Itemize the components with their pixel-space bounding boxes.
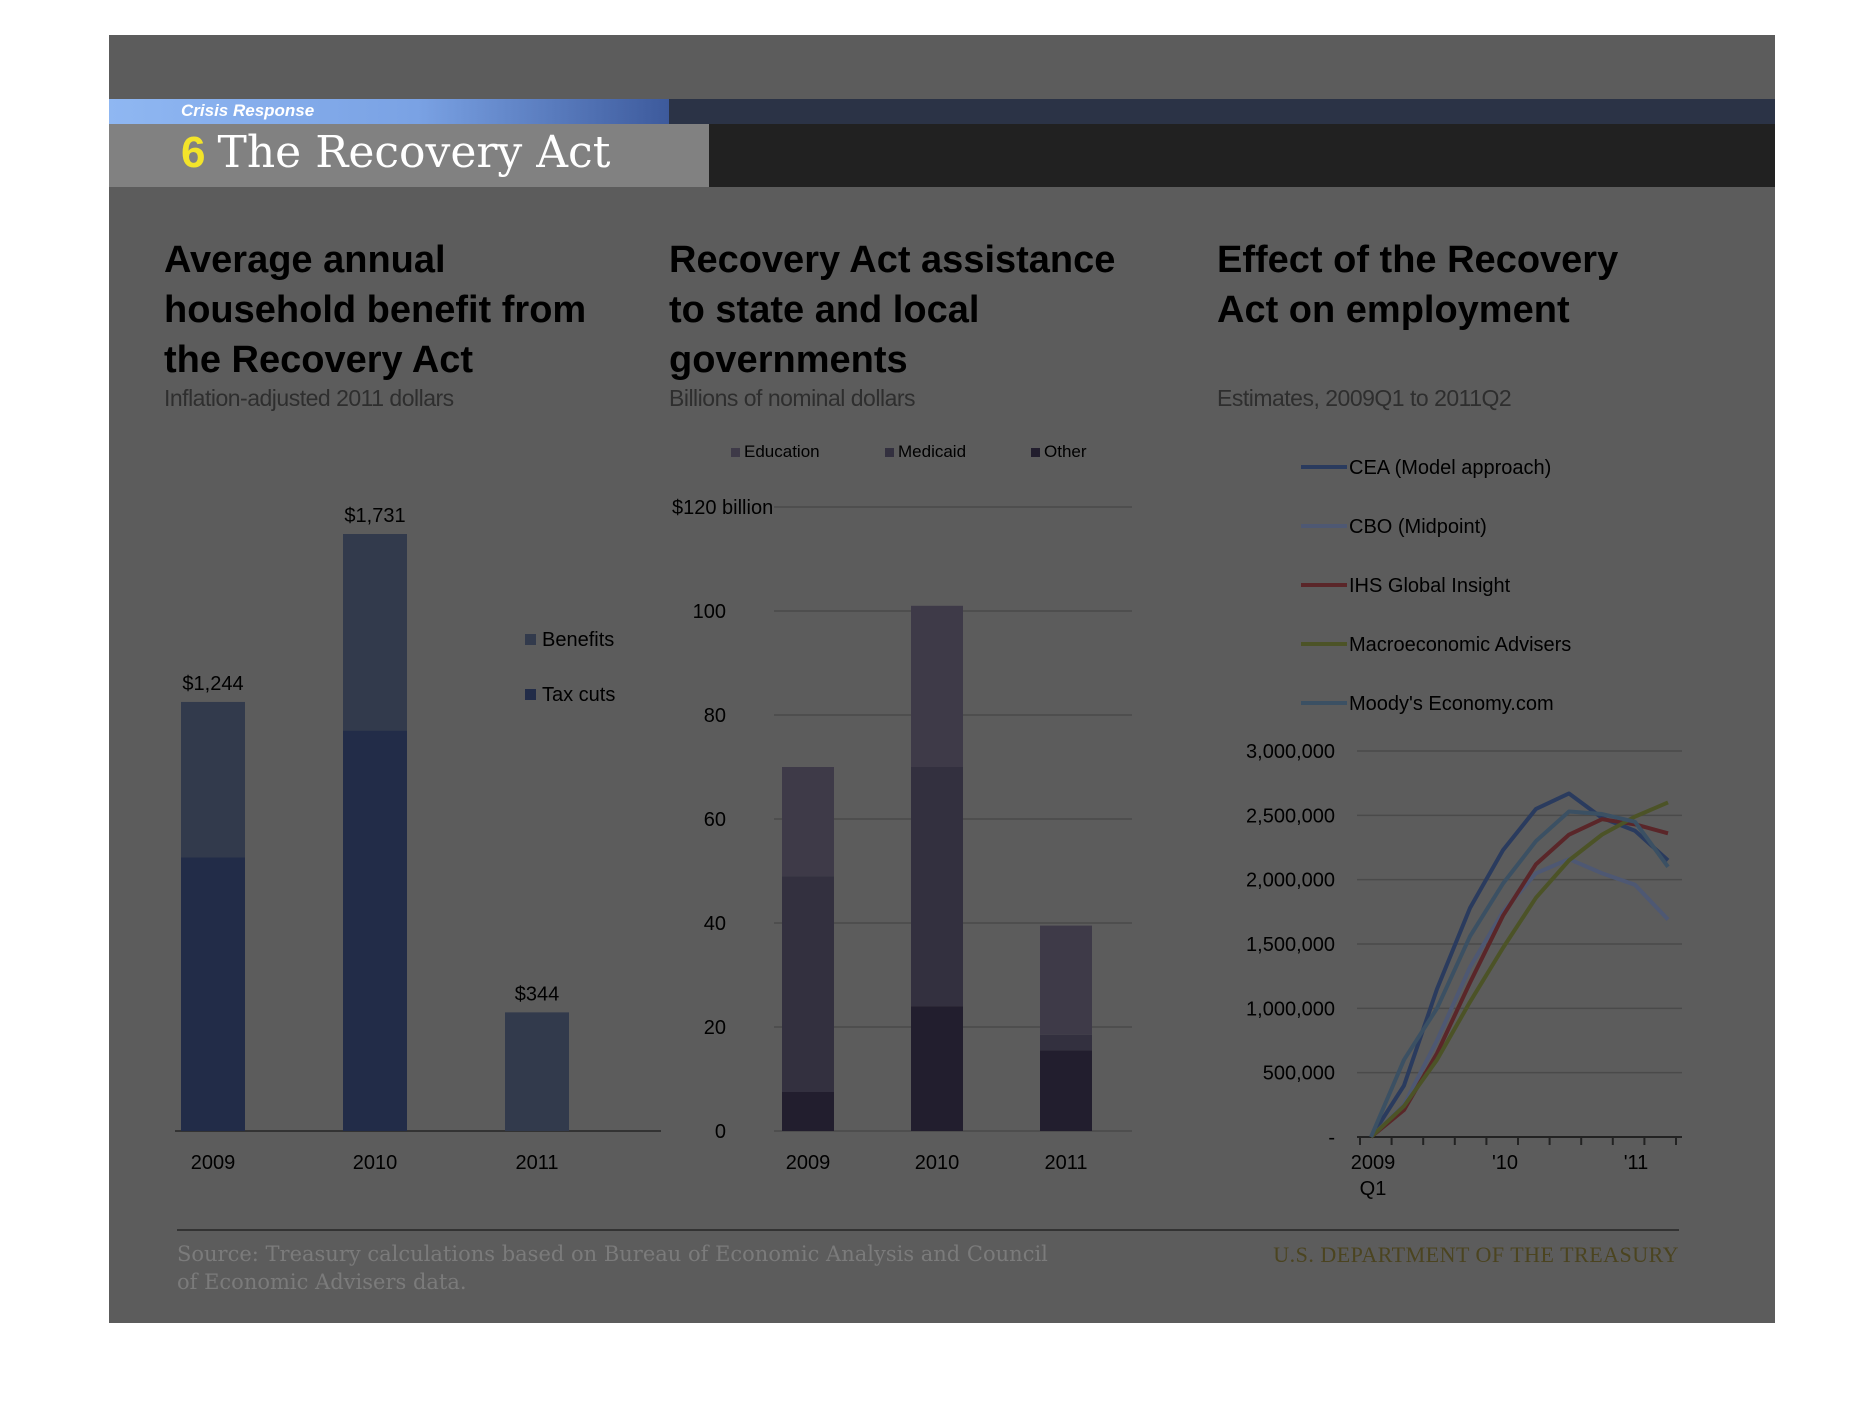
- chart2-legend-label: Other: [1044, 442, 1087, 461]
- middle-chart-title: Recovery Act assistance to state and loc…: [669, 239, 1116, 381]
- chart2-legend-swatch: [1031, 448, 1040, 457]
- chart3-y-tick-label: -: [1328, 1127, 1335, 1149]
- slide: Crisis Response 6 The Recovery Act Averag…: [109, 35, 1775, 1323]
- chart2-x-tick-label: 2011: [1044, 1152, 1087, 1174]
- chart2-x-tick-label: 2009: [786, 1152, 831, 1174]
- right-chart-title: Effect of the Recovery Act on employment: [1217, 239, 1619, 331]
- chart2-bar-education: [911, 605, 963, 767]
- chart3-legend-label: CEA (Model approach): [1349, 457, 1551, 479]
- title-bar-highlight: [109, 124, 709, 187]
- left-chart-subtitle: Inflation-adjusted 2011 dollars: [164, 385, 454, 411]
- chart1-x-tick-label: 2010: [353, 1152, 398, 1174]
- chart3-x-tick-label: Q1: [1360, 1178, 1387, 1200]
- middle-chart-subtitle: Billions of nominal dollars: [669, 385, 916, 411]
- chart2-y-tick-label: 20: [704, 1017, 726, 1039]
- chart2-legend-swatch: [885, 448, 894, 457]
- chart1-bar-tax-cuts: [343, 730, 407, 1131]
- chart3-line-moodys: [1369, 809, 1670, 1138]
- chart1-x-tick-label: 2009: [191, 1152, 236, 1174]
- chart2-bar-education: [1040, 925, 1092, 1035]
- chart1-legend-swatch: [525, 689, 536, 700]
- right-chart-subtitle: Estimates, 2009Q1 to 2011Q2: [1217, 385, 1512, 411]
- chart1-bar-benefits: [343, 534, 407, 731]
- slide-title-text: The Recovery Act: [217, 127, 611, 178]
- chart3-y-tick-label: 1,000,000: [1246, 998, 1335, 1020]
- slide-number: 6: [181, 128, 206, 177]
- chart1-total-label: $344: [515, 983, 560, 1005]
- chart1-legend-label: Benefits: [542, 629, 614, 651]
- chart1-x-tick-label: 2011: [515, 1152, 558, 1174]
- chart3-legend-label: Moody's Economy.com: [1349, 693, 1554, 715]
- chart2-x-tick-label: 2010: [915, 1152, 960, 1174]
- chart2-bar-other: [911, 1006, 963, 1131]
- chart1-total-label: $1,244: [182, 673, 243, 695]
- chart1-legend-label: Tax cuts: [542, 684, 615, 706]
- chart3-y-tick-label: 2,000,000: [1246, 870, 1335, 892]
- chart1-legend-swatch: [525, 634, 536, 645]
- chart3-x-tick-label: 2009: [1351, 1152, 1396, 1174]
- chart3-legend-label: CBO (Midpoint): [1349, 516, 1487, 538]
- chart2-bar-medicaid: [911, 767, 963, 1007]
- chart3-y-tick-label: 500,000: [1263, 1063, 1335, 1085]
- chart1-bar-benefits: [181, 701, 245, 858]
- left-chart-title: Average annual household benefit from th…: [164, 239, 587, 381]
- chart2-y-tick-label: 80: [704, 705, 726, 727]
- chart2-legend-swatch: [731, 448, 740, 457]
- source-note: Source: Treasury calculations based on B…: [177, 1242, 1048, 1294]
- chart3-legend-label: Macroeconomic Advisers: [1349, 634, 1571, 656]
- chart2-y-tick-label: 40: [704, 913, 726, 935]
- chart3-y-tick-label: 3,000,000: [1246, 741, 1335, 763]
- chart1-total-label: $1,731: [344, 505, 405, 527]
- footer-divider: [177, 1229, 1679, 1231]
- chart2-bar-other: [782, 1092, 834, 1131]
- chart2-y-tick-label: $120 billion: [672, 497, 773, 519]
- chart3-y-tick-label: 2,500,000: [1246, 805, 1335, 827]
- chart2-y-tick-label: 60: [704, 809, 726, 831]
- department-logo-text: U.S. DEPARTMENT OF THE TREASURY: [1273, 1242, 1679, 1267]
- section-label: Crisis Response: [181, 101, 315, 120]
- chart1-bar-benefits: [505, 1012, 569, 1131]
- chart3-y-tick-label: 1,500,000: [1246, 934, 1335, 956]
- chart2-legend-label: Education: [744, 442, 820, 461]
- chart3-x-tick-label: '10: [1492, 1152, 1518, 1174]
- chart3-legend-label: IHS Global Insight: [1349, 575, 1511, 597]
- chart3-line-cbo: [1369, 857, 1670, 1139]
- chart2-y-tick-label: 100: [693, 601, 726, 623]
- chart2-y-tick-label: 0: [715, 1121, 726, 1143]
- charts-canvas: $1,244 2009 $1,731 2010 $344 2011 Benefits Tax …: [175, 442, 1682, 1200]
- header-strip-highlight: [109, 99, 669, 124]
- chart2-bar-medicaid: [782, 876, 834, 1092]
- chart3-x-tick-label: '11: [1624, 1152, 1649, 1174]
- chart2-bar-education: [782, 767, 834, 877]
- chart1-bar-tax-cuts: [181, 857, 245, 1131]
- chart2-bar-other: [1040, 1050, 1092, 1131]
- chart2-bar-medicaid: [1040, 1034, 1092, 1051]
- page-title: 6 The Recovery Act: [181, 127, 610, 178]
- chart2-legend-label: Medicaid: [898, 442, 966, 461]
- chart3-line-macro: [1369, 800, 1669, 1139]
